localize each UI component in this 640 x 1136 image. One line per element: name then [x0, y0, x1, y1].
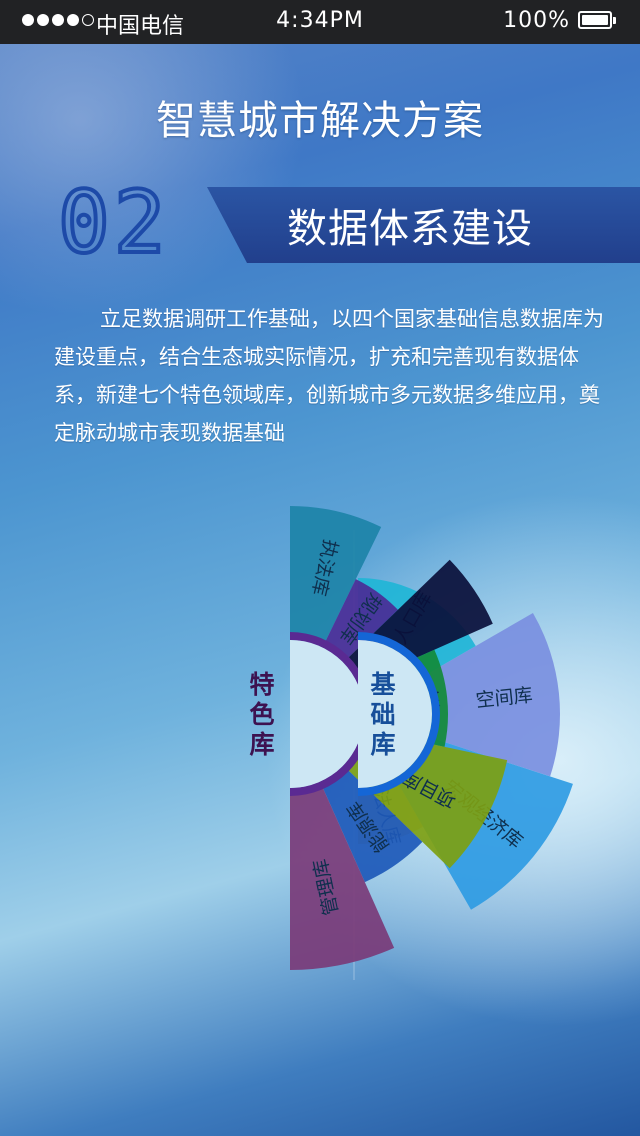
- base-db-hub-char-0: 基: [370, 670, 395, 699]
- intro-paragraph: 立足数据调研工作基础，以四个国家基础信息数据库为建设重点，结合生态城实际情况，扩…: [54, 307, 604, 445]
- clock: 4:34PM: [276, 8, 364, 33]
- battery-percent: 100%: [503, 8, 570, 33]
- feature-db-segment-1: [325, 579, 398, 659]
- section-heading: 数据体系建设: [287, 206, 533, 252]
- base-db-hub-char-1: 础: [370, 700, 395, 729]
- feature-db-hub: [290, 640, 364, 788]
- section-number: 02: [56, 173, 170, 273]
- battery-icon: [578, 11, 616, 29]
- page-title: 智慧城市解决方案: [156, 98, 484, 144]
- carrier-name: 中国电信: [96, 14, 185, 39]
- feature-db-hub-char-2: 库: [249, 730, 274, 759]
- signal-strength-icon: [22, 14, 94, 26]
- section-banner: [207, 187, 640, 263]
- feature-db-segment-5: [322, 769, 423, 883]
- base-db-hub-char-2: 库: [370, 730, 395, 759]
- base-db-hub: [358, 640, 432, 788]
- feature-db-segment-6: [290, 787, 395, 970]
- feature-db-hub-char-1: 色: [249, 700, 274, 729]
- rose-chart-svg: 人口库空间库宏观经济库法人库执法库规划库交通库项目库能源库管理库特色库基础库: [249, 506, 573, 980]
- base-db-segment-1: [427, 613, 560, 777]
- feature-db-hub-char-0: 特: [249, 670, 274, 699]
- feature-db-segment-0: [290, 506, 382, 643]
- status-bar: 中国电信 4:34PM 100%: [0, 0, 640, 44]
- database-rose-chart: 人口库空间库宏观经济库法人库执法库规划库交通库项目库能源库管理库特色库基础库: [0, 490, 640, 990]
